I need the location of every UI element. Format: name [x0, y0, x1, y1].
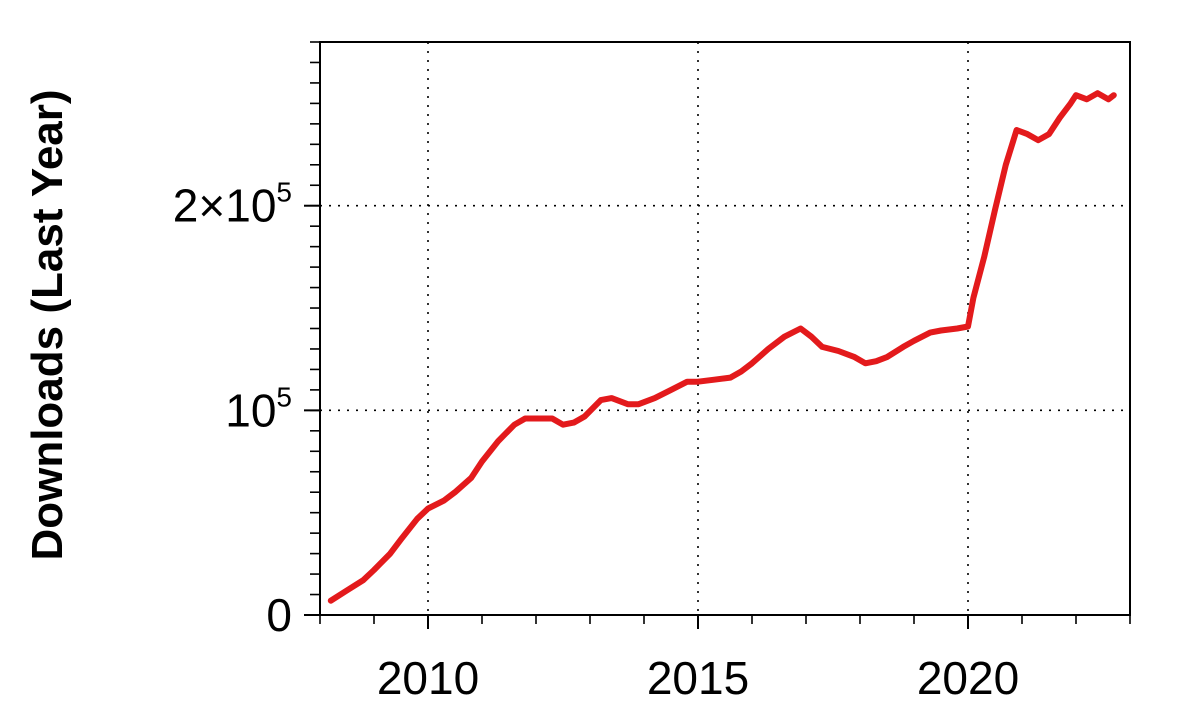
- data-point: [560, 422, 566, 428]
- data-point: [1003, 162, 1009, 168]
- data-point: [954, 325, 960, 332]
- data-point: [798, 325, 804, 332]
- data-point: [1111, 92, 1117, 98]
- data-point: [571, 420, 577, 426]
- data-point: [582, 413, 588, 420]
- data-point: [479, 458, 485, 465]
- data-point: [452, 489, 458, 495]
- data-point: [387, 551, 393, 557]
- data-point: [1057, 115, 1063, 121]
- data-point: [695, 379, 701, 385]
- y-tick-base: 2×10: [173, 180, 277, 232]
- data-point: [425, 505, 431, 512]
- ticks: [304, 41, 1131, 629]
- data-point: [873, 358, 879, 364]
- data-point: [344, 587, 350, 594]
- y-tick-exponent: 5: [276, 381, 292, 412]
- y-tick-label: 2×105: [173, 177, 292, 232]
- data-point: [360, 577, 366, 583]
- data-point: [533, 415, 539, 422]
- data-point: [684, 379, 690, 385]
- y-tick-exponent: 5: [276, 177, 292, 208]
- data-point: [727, 375, 734, 381]
- data-point: [652, 395, 658, 401]
- data-point: [398, 536, 404, 542]
- data-point: [549, 415, 555, 422]
- data-point: [668, 387, 674, 393]
- data-point: [1014, 127, 1020, 133]
- data-point: [1035, 137, 1041, 143]
- y-tick-base: 0: [266, 589, 292, 641]
- x-tick-label: 2015: [647, 652, 749, 704]
- data-point: [911, 338, 917, 344]
- y-tick-label: 105: [225, 381, 292, 436]
- data-point: [522, 415, 528, 422]
- data-point: [862, 360, 869, 366]
- data-point: [1024, 131, 1030, 137]
- data-point: [441, 497, 447, 503]
- data-point: [625, 401, 631, 407]
- data-point: [927, 329, 933, 336]
- plot-frame: [319, 41, 1131, 616]
- data-point: [1084, 96, 1090, 102]
- y-tick-label: 0: [266, 589, 292, 641]
- data-point: [598, 397, 604, 403]
- series-layer: [327, 90, 1117, 604]
- data-point: [511, 422, 517, 428]
- data-point: [965, 323, 971, 330]
- data-point: [884, 354, 890, 360]
- data-point: [609, 395, 615, 401]
- data-point: [738, 368, 744, 375]
- data-point: [808, 334, 815, 340]
- data-point: [371, 567, 377, 573]
- data-point: [819, 344, 825, 350]
- data-point: [765, 346, 771, 352]
- series-line: [327, 90, 1117, 604]
- data-point: [992, 207, 998, 213]
- data-point: [468, 475, 474, 481]
- data-point: [495, 438, 501, 444]
- data-point: [711, 377, 717, 383]
- data-point: [835, 348, 842, 354]
- data-point: [981, 254, 987, 260]
- x-tick-label: 2010: [377, 652, 479, 704]
- data-point: [938, 327, 944, 334]
- y-tick-base: 10: [225, 384, 276, 436]
- data-point: [414, 516, 420, 522]
- data-point: [900, 344, 906, 350]
- y-axis-label: Downloads (Last Year): [23, 89, 72, 560]
- x-tick-label: 2020: [917, 652, 1019, 704]
- data-point: [749, 360, 755, 366]
- data-point: [1095, 90, 1101, 96]
- data-point: [781, 334, 788, 340]
- data-point: [1105, 96, 1111, 102]
- data-point: [970, 295, 977, 301]
- data-point: [636, 401, 642, 407]
- grid: [320, 42, 1130, 615]
- data-point: [1073, 92, 1079, 98]
- data-point: [1046, 131, 1052, 137]
- data-point: [1068, 100, 1074, 106]
- data-point: [852, 354, 858, 360]
- data-point: [328, 598, 334, 604]
